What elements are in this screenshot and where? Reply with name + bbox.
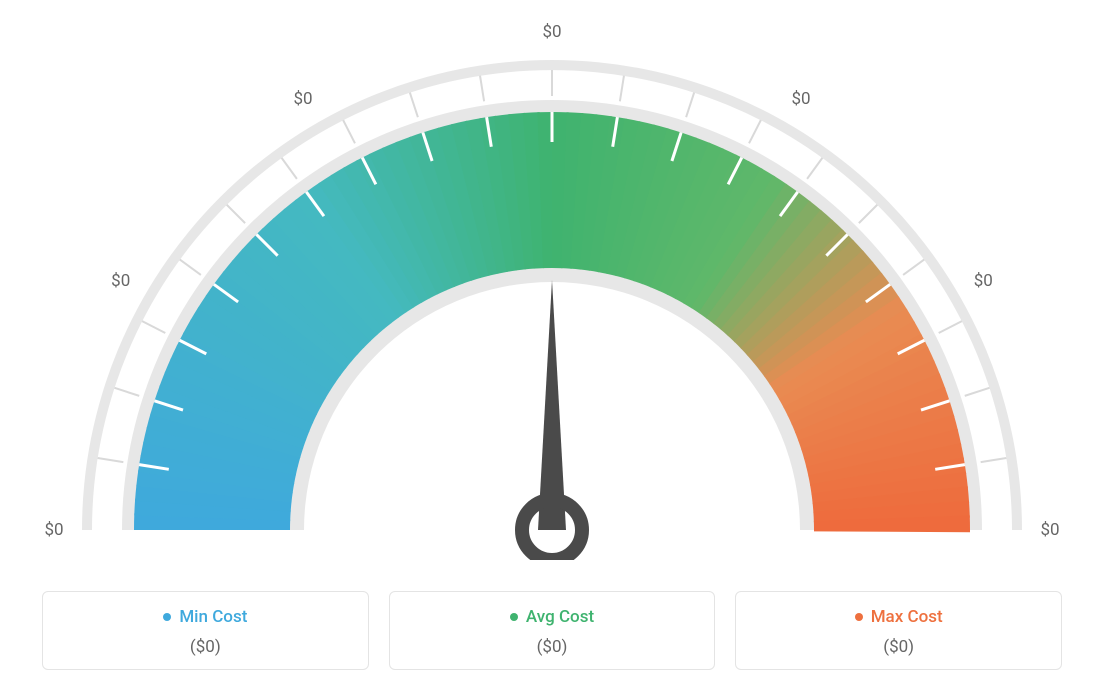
scale-label: $0 xyxy=(293,89,312,109)
scale-label: $0 xyxy=(791,89,810,109)
legend-title-avg: Avg Cost xyxy=(510,607,594,627)
legend-label: Min Cost xyxy=(179,607,247,627)
dot-icon xyxy=(163,613,171,621)
legend-value-min: ($0) xyxy=(53,637,358,657)
legend-label: Avg Cost xyxy=(526,607,594,627)
gauge: $0 $0 $0 $0 $0 $0 $0 xyxy=(42,20,1062,560)
legend-row: Min Cost ($0) Avg Cost ($0) Max Cost ($0… xyxy=(42,591,1062,670)
scale-label: $0 xyxy=(111,271,130,291)
cost-gauge-chart: $0 $0 $0 $0 $0 $0 $0 Min Cost ($0) Avg Cost ($… xyxy=(0,0,1104,690)
gauge-svg xyxy=(42,20,1062,560)
legend-title-max: Max Cost xyxy=(855,607,943,627)
legend-card-max: Max Cost ($0) xyxy=(735,591,1062,670)
dot-icon xyxy=(510,613,518,621)
scale-label: $0 xyxy=(1040,520,1059,540)
legend-label: Max Cost xyxy=(871,607,943,627)
legend-card-min: Min Cost ($0) xyxy=(42,591,369,670)
legend-value-max: ($0) xyxy=(746,637,1051,657)
dot-icon xyxy=(855,613,863,621)
scale-label: $0 xyxy=(542,22,561,42)
scale-label: $0 xyxy=(44,520,63,540)
scale-label: $0 xyxy=(974,271,993,291)
legend-value-avg: ($0) xyxy=(400,637,705,657)
legend-card-avg: Avg Cost ($0) xyxy=(389,591,716,670)
legend-title-min: Min Cost xyxy=(163,607,247,627)
